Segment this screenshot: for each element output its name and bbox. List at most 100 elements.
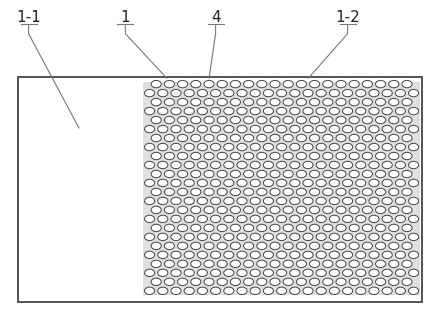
Circle shape xyxy=(217,134,227,142)
Circle shape xyxy=(151,188,161,196)
Circle shape xyxy=(375,134,385,142)
Circle shape xyxy=(204,170,214,178)
Circle shape xyxy=(165,242,175,250)
Text: 1-2: 1-2 xyxy=(335,10,360,25)
Circle shape xyxy=(290,197,300,205)
Circle shape xyxy=(283,224,293,232)
Circle shape xyxy=(224,108,234,115)
Circle shape xyxy=(230,260,240,268)
Circle shape xyxy=(402,117,412,124)
Circle shape xyxy=(276,287,286,295)
Circle shape xyxy=(296,99,306,106)
Circle shape xyxy=(257,152,267,160)
Circle shape xyxy=(263,161,273,169)
Circle shape xyxy=(290,233,300,241)
Circle shape xyxy=(224,90,234,97)
Circle shape xyxy=(349,81,359,88)
Circle shape xyxy=(356,251,366,259)
Circle shape xyxy=(375,99,385,106)
Circle shape xyxy=(184,233,194,241)
Circle shape xyxy=(303,161,313,169)
Circle shape xyxy=(158,161,168,169)
Circle shape xyxy=(165,134,175,142)
Circle shape xyxy=(237,126,247,133)
Circle shape xyxy=(316,287,326,295)
Circle shape xyxy=(224,197,234,205)
Circle shape xyxy=(243,99,253,106)
Circle shape xyxy=(389,99,399,106)
Circle shape xyxy=(382,90,392,97)
Circle shape xyxy=(296,170,306,178)
Circle shape xyxy=(257,278,267,286)
Circle shape xyxy=(230,278,240,286)
Circle shape xyxy=(224,251,234,259)
Circle shape xyxy=(210,197,220,205)
Circle shape xyxy=(389,206,399,214)
Circle shape xyxy=(369,269,379,276)
Circle shape xyxy=(349,242,359,250)
Circle shape xyxy=(217,224,227,232)
Circle shape xyxy=(369,287,379,295)
Circle shape xyxy=(210,269,220,276)
Circle shape xyxy=(237,90,247,97)
Circle shape xyxy=(356,179,366,187)
Circle shape xyxy=(204,117,214,124)
Circle shape xyxy=(210,215,220,223)
Circle shape xyxy=(382,269,392,276)
Circle shape xyxy=(362,206,372,214)
Bar xyxy=(143,82,420,295)
Circle shape xyxy=(389,81,399,88)
Circle shape xyxy=(336,152,346,160)
Circle shape xyxy=(349,152,359,160)
Circle shape xyxy=(197,90,207,97)
Circle shape xyxy=(290,215,300,223)
Circle shape xyxy=(283,188,293,196)
Circle shape xyxy=(178,99,188,106)
Circle shape xyxy=(178,117,188,124)
Circle shape xyxy=(283,81,293,88)
Circle shape xyxy=(210,287,220,295)
Circle shape xyxy=(316,251,326,259)
Circle shape xyxy=(395,179,405,187)
Circle shape xyxy=(303,90,313,97)
Circle shape xyxy=(402,170,412,178)
Circle shape xyxy=(257,260,267,268)
Circle shape xyxy=(362,81,372,88)
Circle shape xyxy=(389,117,399,124)
Circle shape xyxy=(184,215,194,223)
Circle shape xyxy=(408,215,418,223)
Circle shape xyxy=(342,215,352,223)
Circle shape xyxy=(197,215,207,223)
Circle shape xyxy=(270,278,280,286)
Circle shape xyxy=(171,215,181,223)
Circle shape xyxy=(270,99,280,106)
Text: 1-1: 1-1 xyxy=(16,10,41,25)
Circle shape xyxy=(283,170,293,178)
Circle shape xyxy=(270,224,280,232)
Circle shape xyxy=(283,99,293,106)
Circle shape xyxy=(178,206,188,214)
Circle shape xyxy=(336,134,346,142)
Circle shape xyxy=(197,197,207,205)
Circle shape xyxy=(276,108,286,115)
Circle shape xyxy=(402,81,412,88)
Circle shape xyxy=(158,251,168,259)
Circle shape xyxy=(290,143,300,151)
Circle shape xyxy=(356,108,366,115)
Circle shape xyxy=(151,99,161,106)
Circle shape xyxy=(184,251,194,259)
Circle shape xyxy=(191,260,201,268)
Circle shape xyxy=(165,260,175,268)
Circle shape xyxy=(402,99,412,106)
Circle shape xyxy=(369,126,379,133)
Circle shape xyxy=(316,108,326,115)
Circle shape xyxy=(230,170,240,178)
Circle shape xyxy=(382,287,392,295)
Circle shape xyxy=(144,197,155,205)
Circle shape xyxy=(342,161,352,169)
Circle shape xyxy=(178,170,188,178)
Circle shape xyxy=(408,251,418,259)
Circle shape xyxy=(171,197,181,205)
Circle shape xyxy=(178,224,188,232)
Circle shape xyxy=(303,197,313,205)
